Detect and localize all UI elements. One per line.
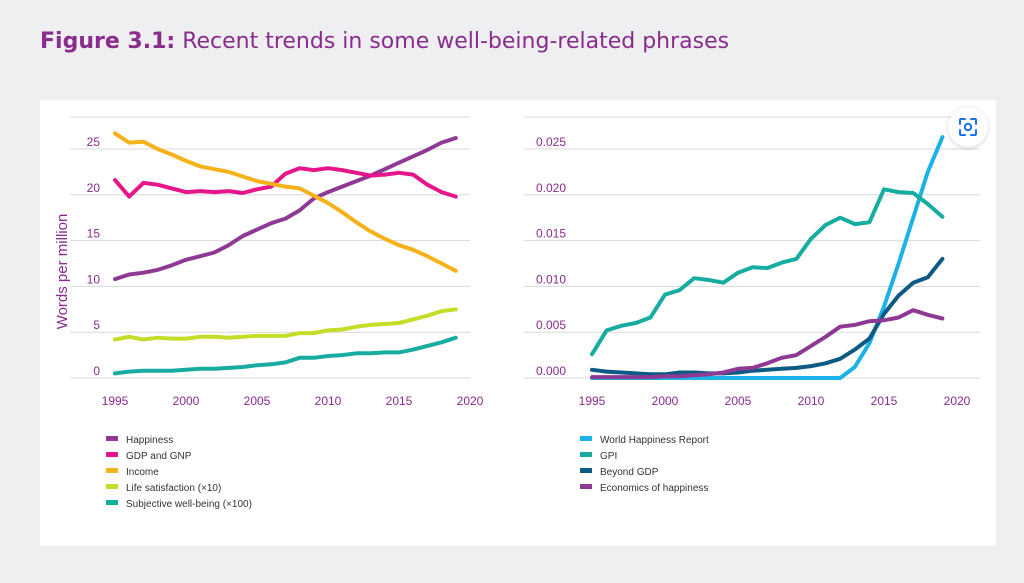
x-tick-label-left: 2000 (173, 394, 200, 408)
y-tick-label-right: 0.025 (536, 135, 566, 149)
x-tick-label-right: 2010 (798, 394, 825, 408)
x-tick-label-right: 2000 (652, 394, 679, 408)
y-tick-label-left: 25 (87, 135, 101, 149)
series-line-beyond-gdp (590, 256, 945, 377)
legend-label: Life satisfaction (×10) (126, 483, 221, 494)
lens-button[interactable] (948, 107, 988, 147)
legend-swatch (580, 484, 592, 489)
y-tick-label-right: 0.015 (536, 227, 566, 241)
y-tick-label-left: 20 (87, 181, 101, 195)
series-line-life-satisfaction-10 (113, 307, 458, 342)
legend-label: Beyond GDP (600, 467, 659, 478)
legend-swatch (106, 484, 118, 489)
series-line-happiness (113, 136, 458, 282)
x-tick-label-right: 2005 (725, 394, 752, 408)
y-tick-label-left: 10 (87, 272, 101, 286)
legend-swatch (106, 468, 118, 473)
chart-left: 0 5 10 15 20 25 1995 2000 2005 2010 2015 2020 Words … (54, 116, 484, 510)
lens-search-icon (959, 118, 977, 136)
figure-caption: Recent trends in some well-being-related… (182, 29, 730, 54)
legend-swatch (106, 500, 118, 505)
y-tick-label-left: 15 (87, 227, 101, 241)
series-line-gpi (590, 187, 945, 357)
legend-label: GPI (600, 451, 617, 462)
x-tick-label-right: 2015 (871, 394, 898, 408)
x-tick-label-right: 1995 (579, 394, 606, 408)
series-line-income (113, 131, 458, 273)
x-tick-label-left: 2010 (315, 394, 342, 408)
legend-swatch (580, 452, 592, 457)
y-tick-label-left: 5 (93, 318, 100, 332)
legend-swatch (580, 468, 592, 473)
figure-label: Figure 3.1: (40, 29, 176, 54)
y-tick-label-right: 0.010 (536, 272, 566, 286)
figure-title: Figure 3.1: Recent trends in some well-b… (40, 29, 729, 54)
legend-swatch (106, 436, 118, 441)
chart-figure: 0 5 10 15 20 25 1995 2000 2005 2010 2015 2020 Words … (54, 116, 980, 510)
x-tick-label-right: 2020 (944, 394, 971, 408)
series-line-gdp-and-gnp (113, 166, 458, 199)
series-line-world-happiness-report (590, 135, 945, 380)
x-tick-label-left: 2015 (386, 394, 413, 408)
chart-panel: 0 5 10 15 20 25 1995 2000 2005 2010 2015 2020 Words … (40, 100, 996, 546)
chart-right: 0.000 0.005 0.010 0.015 0.020 0.025 1995 2000 20… (524, 116, 980, 494)
y-tick-label-right: 0.020 (536, 181, 566, 195)
x-tick-label-left: 2020 (457, 394, 484, 408)
series-line-subjective-well-being-100 (113, 335, 458, 376)
y-tick-label-right: 0.005 (536, 318, 566, 332)
series-line-economics-of-happiness (590, 308, 945, 380)
x-tick-label-left: 2005 (244, 394, 271, 408)
legend-swatch (580, 436, 592, 441)
legend-label: World Happiness Report (600, 435, 709, 446)
y-tick-label-left: 0 (93, 364, 100, 378)
legend-label: Subjective well-being (×100) (126, 499, 252, 510)
legend-label: Happiness (126, 435, 173, 446)
x-tick-label-left: 1995 (102, 394, 129, 408)
legend-swatch (106, 452, 118, 457)
legend-label: Income (126, 467, 159, 478)
y-tick-label-right: 0.000 (536, 364, 566, 378)
legend-label: Economics of happiness (600, 483, 708, 494)
y-axis-label: Words per million (54, 214, 71, 330)
legend-label: GDP and GNP (126, 451, 192, 462)
